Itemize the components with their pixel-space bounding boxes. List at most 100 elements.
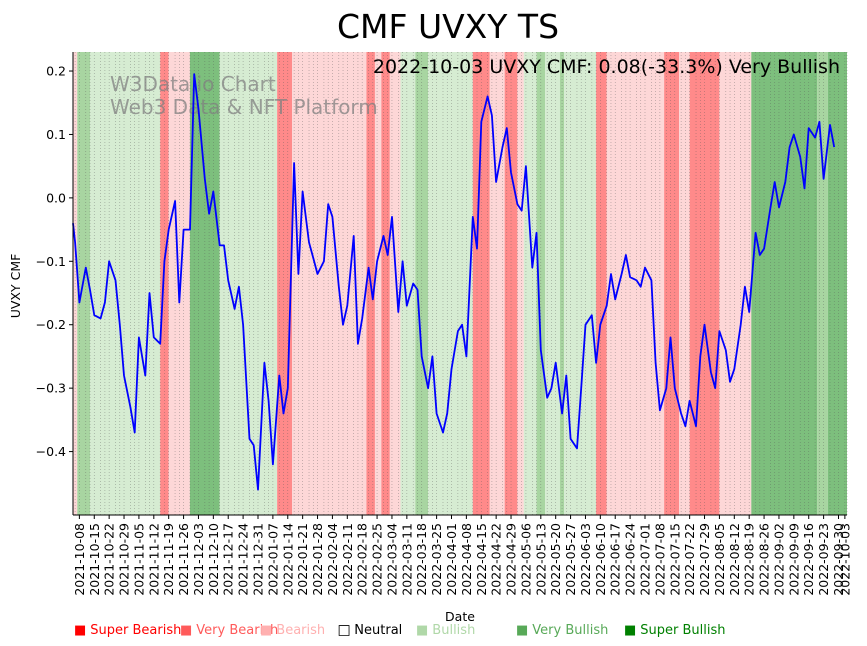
legend-label: Very Bearish xyxy=(196,623,278,638)
x-tick-label: 2022-04-29 xyxy=(504,523,519,596)
sentiment-band-u xyxy=(545,52,560,515)
cmf-line-layer xyxy=(72,73,836,491)
legend-item-bearish: ■ Bearish xyxy=(260,623,325,638)
x-tick-label: 2022-01-21 xyxy=(295,523,310,596)
x-tick-label: 2022-01-28 xyxy=(310,523,325,596)
sentiment-band-su xyxy=(827,52,847,515)
chart-title: CMF UVXY TS xyxy=(337,7,559,46)
sentiment-band-u xyxy=(564,52,597,515)
legend-label: Very Bullish xyxy=(532,623,608,638)
sentiment-band-vb xyxy=(381,52,390,515)
sentiment-band-b xyxy=(389,52,401,515)
x-tick-label: 2022-09-16 xyxy=(801,523,816,596)
x-tick-label: 2021-11-19 xyxy=(161,523,176,596)
x-tick-label: 2022-05-20 xyxy=(548,523,563,596)
sentiment-band-b xyxy=(292,52,367,515)
legend-swatch: ■ xyxy=(180,623,192,638)
y-tick-label: 0.2 xyxy=(46,64,66,79)
sentiment-legend: ■ Super Bearish■ Very Bearish■ Bearish ■ Neut… xyxy=(74,623,726,639)
x-tick-label: 2022-06-24 xyxy=(623,523,638,596)
sentiment-band-b xyxy=(719,52,752,515)
legend-swatch: ■ xyxy=(624,623,636,638)
x-tick-label: 2022-07-15 xyxy=(667,523,682,596)
x-tick-label: 2021-10-08 xyxy=(72,523,87,596)
y-axis-ticks: 0.2 0.1 0.0 −0.1 −0.2 −0.3 −0.4 xyxy=(36,64,73,459)
y-axis-label: UVXY CMF xyxy=(8,254,23,319)
x-tick-label: 2021-12-17 xyxy=(221,523,236,596)
x-tick-label: 2022-09-02 xyxy=(772,523,787,596)
legend-item-super-bullish: ■ Super Bullish xyxy=(624,623,726,638)
x-tick-label: 2022-07-29 xyxy=(697,523,712,596)
legend-swatch: ■ xyxy=(338,623,350,638)
cmf-series-line xyxy=(72,73,836,491)
x-tick-label: 2022-08-19 xyxy=(742,523,757,596)
x-tick-label: 2021-11-05 xyxy=(131,523,146,596)
legend-item-super-bearish: ■ Super Bearish xyxy=(74,623,181,638)
x-tick-label: 2022-05-13 xyxy=(533,523,548,596)
legend-label: Super Bearish xyxy=(90,623,181,638)
x-tick-label: 2022-06-10 xyxy=(593,523,608,596)
x-tick-label: 2022-03-04 xyxy=(385,523,400,596)
legend-label: Neutral xyxy=(354,623,402,638)
y-tick-label: 0.1 xyxy=(46,127,66,142)
x-tick-label: 2022-03-11 xyxy=(399,523,414,596)
sentiment-band-vb xyxy=(664,52,680,515)
sentiment-band-u xyxy=(90,52,161,515)
x-tick-label: 2022-03-25 xyxy=(429,523,444,596)
sentiment-band-vb xyxy=(596,52,607,515)
legend-item-very-bearish: ■ Very Bearish xyxy=(180,623,278,638)
y-tick-label: −0.2 xyxy=(36,317,66,332)
x-tick-label: 2022-09-09 xyxy=(786,523,801,596)
chart-subtitle: 2022-10-03 UVXY CMF: 0.08(-33.3%) Very B… xyxy=(373,56,840,78)
axes xyxy=(72,52,847,516)
x-tick-label: 2022-07-08 xyxy=(652,523,667,596)
x-tick-label: 2022-04-15 xyxy=(474,523,489,596)
x-tick-label: 2022-09-23 xyxy=(816,523,831,596)
x-tick-label: 2021-11-12 xyxy=(146,523,161,596)
legend-swatch: ■ xyxy=(516,623,528,638)
legend-item-bullish: ■ Bullish xyxy=(416,623,475,638)
x-axis-ticks: 2021-10-08 2021-10-15 2021-10-22 2021-10-29… xyxy=(72,515,852,596)
x-tick-label: 2021-12-31 xyxy=(251,523,266,596)
x-tick-label: 2021-10-29 xyxy=(117,523,132,596)
y-tick-label: 0.0 xyxy=(46,190,66,205)
x-tick-label: 2022-10-03 xyxy=(837,523,852,596)
x-tick-label: 2022-08-26 xyxy=(757,523,772,596)
y-tick-label: −0.3 xyxy=(36,381,66,396)
x-tick-label: 2022-05-06 xyxy=(518,523,533,596)
x-tick-label: 2021-12-24 xyxy=(236,523,251,596)
x-tick-label: 2022-02-11 xyxy=(340,523,355,596)
x-tick-label: 2022-09-30 xyxy=(831,523,846,596)
legend-swatch: ■ xyxy=(74,623,86,638)
x-tick-label: 2022-07-22 xyxy=(682,523,697,596)
x-tick-label: 2022-01-07 xyxy=(265,523,280,596)
x-tick-label: 2022-08-12 xyxy=(727,523,742,596)
sentiment-band-b xyxy=(679,52,690,515)
x-tick-label: 2022-07-01 xyxy=(638,523,653,596)
sentiment-band-b xyxy=(374,52,382,515)
x-tick-label: 2022-06-03 xyxy=(578,523,593,596)
x-tick-label: 2021-10-15 xyxy=(87,523,102,596)
date-gridlines xyxy=(72,52,848,515)
x-tick-label: 2022-04-01 xyxy=(444,523,459,596)
sentiment-band-b xyxy=(517,52,524,515)
x-tick-label: 2021-10-22 xyxy=(102,523,117,596)
x-tick-label: 2022-04-08 xyxy=(459,523,474,596)
sentiment-band-su xyxy=(751,52,818,515)
x-tick-label: 2022-01-14 xyxy=(280,523,295,596)
sentiment-band-b xyxy=(606,52,665,515)
sentiment-band-u xyxy=(428,52,473,515)
legend-item-very-bullish: ■ Very Bullish xyxy=(516,623,608,638)
x-tick-label: 2022-03-18 xyxy=(414,523,429,596)
legend-item-neutral: ■ Neutral xyxy=(338,623,402,638)
y-tick-label: −0.4 xyxy=(36,444,66,459)
sentiment-band-u xyxy=(523,52,537,515)
x-tick-label: 2022-04-22 xyxy=(489,523,504,596)
y-tick-label: −0.1 xyxy=(36,254,66,269)
x-tick-label: 2022-08-05 xyxy=(712,523,727,596)
sentiment-bands xyxy=(73,52,847,515)
sentiment-band-vu xyxy=(817,52,828,515)
x-tick-label: 2021-12-10 xyxy=(206,523,221,596)
watermark-line-2: Web3 Data & NFT Platform xyxy=(110,95,378,119)
